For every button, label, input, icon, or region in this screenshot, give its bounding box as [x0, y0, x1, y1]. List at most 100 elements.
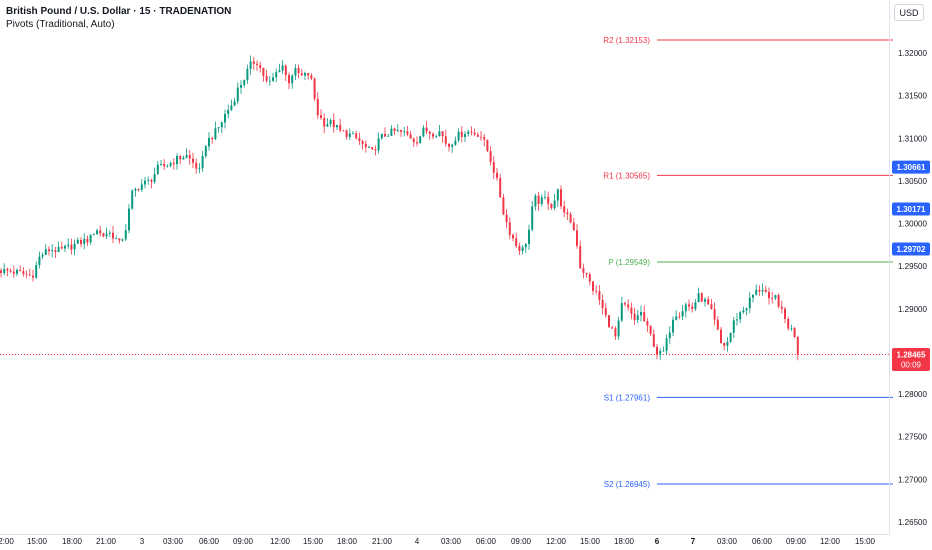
- candle: [44, 244, 47, 256]
- candle: [566, 208, 569, 221]
- pivot-label-s2: S2 (1.26945): [604, 480, 651, 489]
- candle-body: [777, 295, 780, 307]
- candle: [336, 124, 338, 130]
- candle: [150, 178, 153, 189]
- candle: [550, 203, 553, 210]
- candle: [707, 296, 710, 306]
- candle: [483, 133, 486, 147]
- candle-body: [732, 320, 735, 333]
- indicator-legend[interactable]: Pivots (Traditional, Auto): [6, 19, 115, 30]
- candle: [470, 126, 473, 136]
- candle-body: [774, 295, 777, 299]
- candle-body: [704, 299, 706, 302]
- candle: [675, 310, 678, 321]
- pivot-lines: R2 (1.32153) R1 (1.30565) P (1.29549) S1 (1…: [603, 36, 893, 489]
- candle-body: [22, 271, 25, 274]
- candle: [342, 129, 345, 132]
- candle: [281, 60, 284, 75]
- candle-body: [105, 233, 108, 237]
- candle: [96, 228, 98, 235]
- candle: [227, 104, 230, 119]
- candle: [790, 324, 793, 332]
- time-tick-label: 18:00: [62, 537, 83, 546]
- price-badge-bg: [892, 160, 930, 174]
- candle: [48, 246, 50, 256]
- candle-body: [172, 162, 175, 165]
- symbol-title[interactable]: British Pound / U.S. Dollar · 15 · TRADE…: [6, 6, 232, 17]
- candle: [259, 61, 262, 73]
- candle-body: [348, 133, 351, 138]
- candle-body: [457, 131, 460, 141]
- candle-body: [329, 119, 332, 125]
- candle: [502, 193, 505, 216]
- candle-body: [684, 304, 687, 312]
- candle: [313, 77, 316, 102]
- candle: [432, 132, 434, 140]
- candle: [22, 267, 25, 277]
- candle: [278, 63, 281, 73]
- candle: [160, 159, 162, 166]
- candle-body: [515, 238, 518, 247]
- candle-body: [566, 212, 569, 215]
- candle: [508, 217, 511, 240]
- candle: [422, 125, 425, 138]
- candle-body: [662, 350, 665, 352]
- candle: [172, 158, 175, 170]
- candle-body: [291, 75, 294, 84]
- candle: [505, 209, 508, 229]
- candle-body: [144, 180, 146, 185]
- candle-body: [51, 250, 54, 252]
- candle: [0, 268, 2, 278]
- candle: [710, 298, 713, 310]
- time-tick-label: 09:00: [233, 537, 254, 546]
- candle: [528, 224, 530, 250]
- candle: [64, 244, 66, 253]
- candle: [371, 147, 374, 150]
- candle: [38, 251, 41, 269]
- candles: [0, 55, 799, 361]
- candle-body: [476, 134, 479, 137]
- candle-body: [569, 214, 572, 223]
- candle-body: [214, 128, 217, 140]
- candle-body: [755, 289, 758, 295]
- candle: [576, 224, 578, 249]
- candle-body: [140, 184, 143, 190]
- candle: [217, 126, 220, 133]
- candle-body: [489, 151, 492, 162]
- candle: [355, 130, 358, 140]
- price-tick-label: 1.31000: [898, 134, 927, 143]
- candle: [361, 139, 364, 150]
- candle-body: [262, 67, 265, 76]
- candle-body: [307, 72, 310, 76]
- candle: [652, 329, 655, 348]
- candle: [185, 148, 188, 159]
- candle-body: [553, 200, 556, 209]
- candle-body: [332, 119, 335, 128]
- candle-body: [780, 306, 783, 309]
- candle: [611, 325, 614, 329]
- candle-body: [320, 115, 322, 118]
- candle: [41, 252, 44, 260]
- candle-body: [99, 230, 102, 234]
- candle-body: [412, 138, 415, 143]
- price-badge-text: 1.30171: [897, 205, 926, 214]
- currency-button[interactable]: USD: [894, 4, 924, 21]
- candle: [137, 188, 140, 192]
- candle: [534, 193, 537, 211]
- candle: [694, 299, 697, 311]
- price-badge: 1.30171: [892, 202, 930, 216]
- candle-body: [243, 80, 246, 85]
- candle-body: [764, 289, 767, 292]
- candle-body: [25, 273, 28, 275]
- candle-body: [419, 136, 422, 144]
- candle: [409, 131, 412, 140]
- candle-body: [326, 124, 329, 127]
- candle-body: [790, 328, 793, 329]
- time-axis-divider: [0, 534, 889, 535]
- candle-body: [592, 281, 594, 291]
- candle: [713, 302, 716, 326]
- candle-body: [384, 134, 386, 137]
- price-tick-label: 1.31500: [898, 92, 927, 101]
